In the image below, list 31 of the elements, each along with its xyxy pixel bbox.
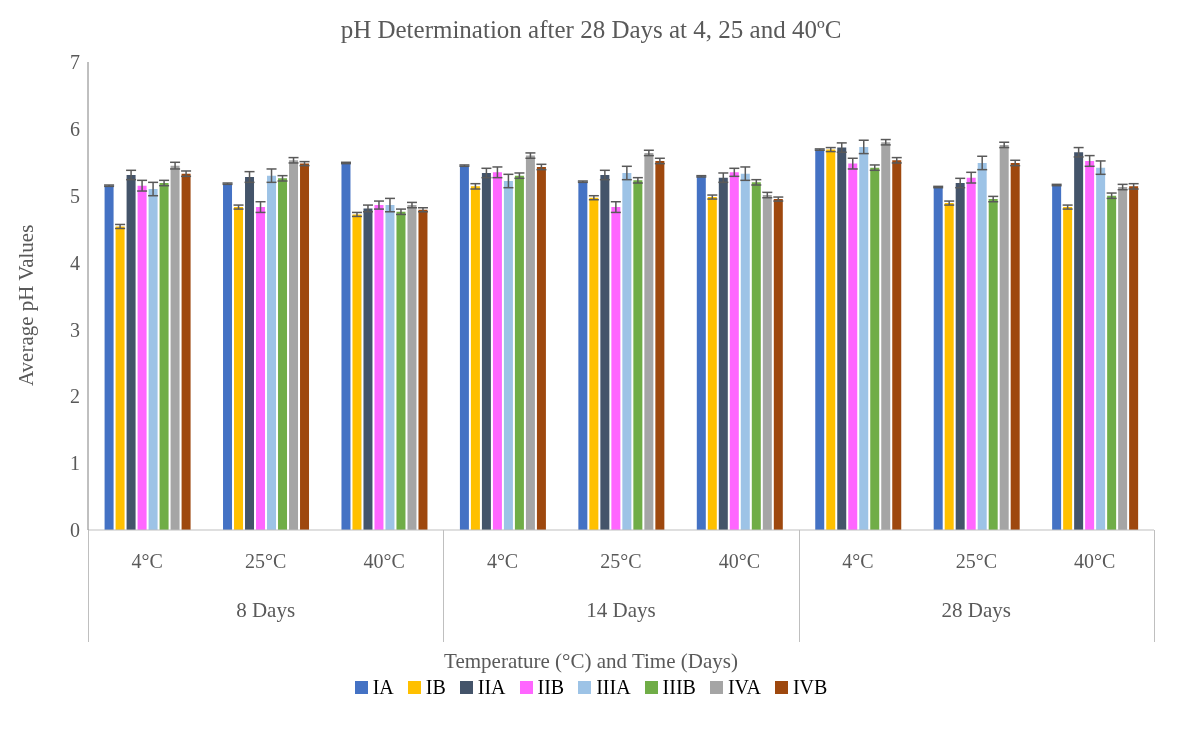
text: 8 Days xyxy=(235,598,297,623)
text: 28 Days xyxy=(940,598,1013,623)
y-tick-label: 3 xyxy=(70,318,80,341)
legend-label: IVB xyxy=(792,676,828,699)
y-tick-label: 2 xyxy=(70,385,80,408)
x-tick-label: 40°C xyxy=(718,550,761,573)
legend-label: IVA xyxy=(727,676,761,699)
x-tick-label: 25°C xyxy=(244,550,287,573)
legend-label: IA xyxy=(372,676,394,699)
legend-label: IB xyxy=(425,676,446,699)
chart-title: pH Determination after 28 Days at 4, 25 and 40ºC xyxy=(339,15,843,45)
legend-label: IIIB xyxy=(662,676,696,699)
x-tick-label: 40°C xyxy=(363,550,405,573)
y-tick-label: 5 xyxy=(70,184,80,207)
y-tick-label: 6 xyxy=(70,117,80,140)
x-tick-label: 25°C xyxy=(600,550,642,573)
legend-label: IIB xyxy=(537,676,565,699)
x-tick-label: 4°C xyxy=(842,550,874,573)
x-tick-label: 25°C xyxy=(955,550,998,573)
y-tick-label: 7 xyxy=(70,51,80,74)
x-tick-label: 4°C xyxy=(486,550,519,573)
y-tick-label: 1 xyxy=(70,452,80,475)
x-axis-title: Temperature (°C) and Time (Days) xyxy=(443,648,739,675)
x-tick-label: 4°C xyxy=(131,550,163,573)
legend-label: IIIA xyxy=(596,676,631,699)
y-tick-label: 0 xyxy=(70,519,80,542)
text: 14 Days xyxy=(585,598,657,623)
y-tick-label: 4 xyxy=(70,251,80,274)
y-axis-title: Average pH Values xyxy=(14,224,39,386)
x-tick-label: 40°C xyxy=(1074,550,1116,573)
legend-label: IIA xyxy=(477,676,506,699)
